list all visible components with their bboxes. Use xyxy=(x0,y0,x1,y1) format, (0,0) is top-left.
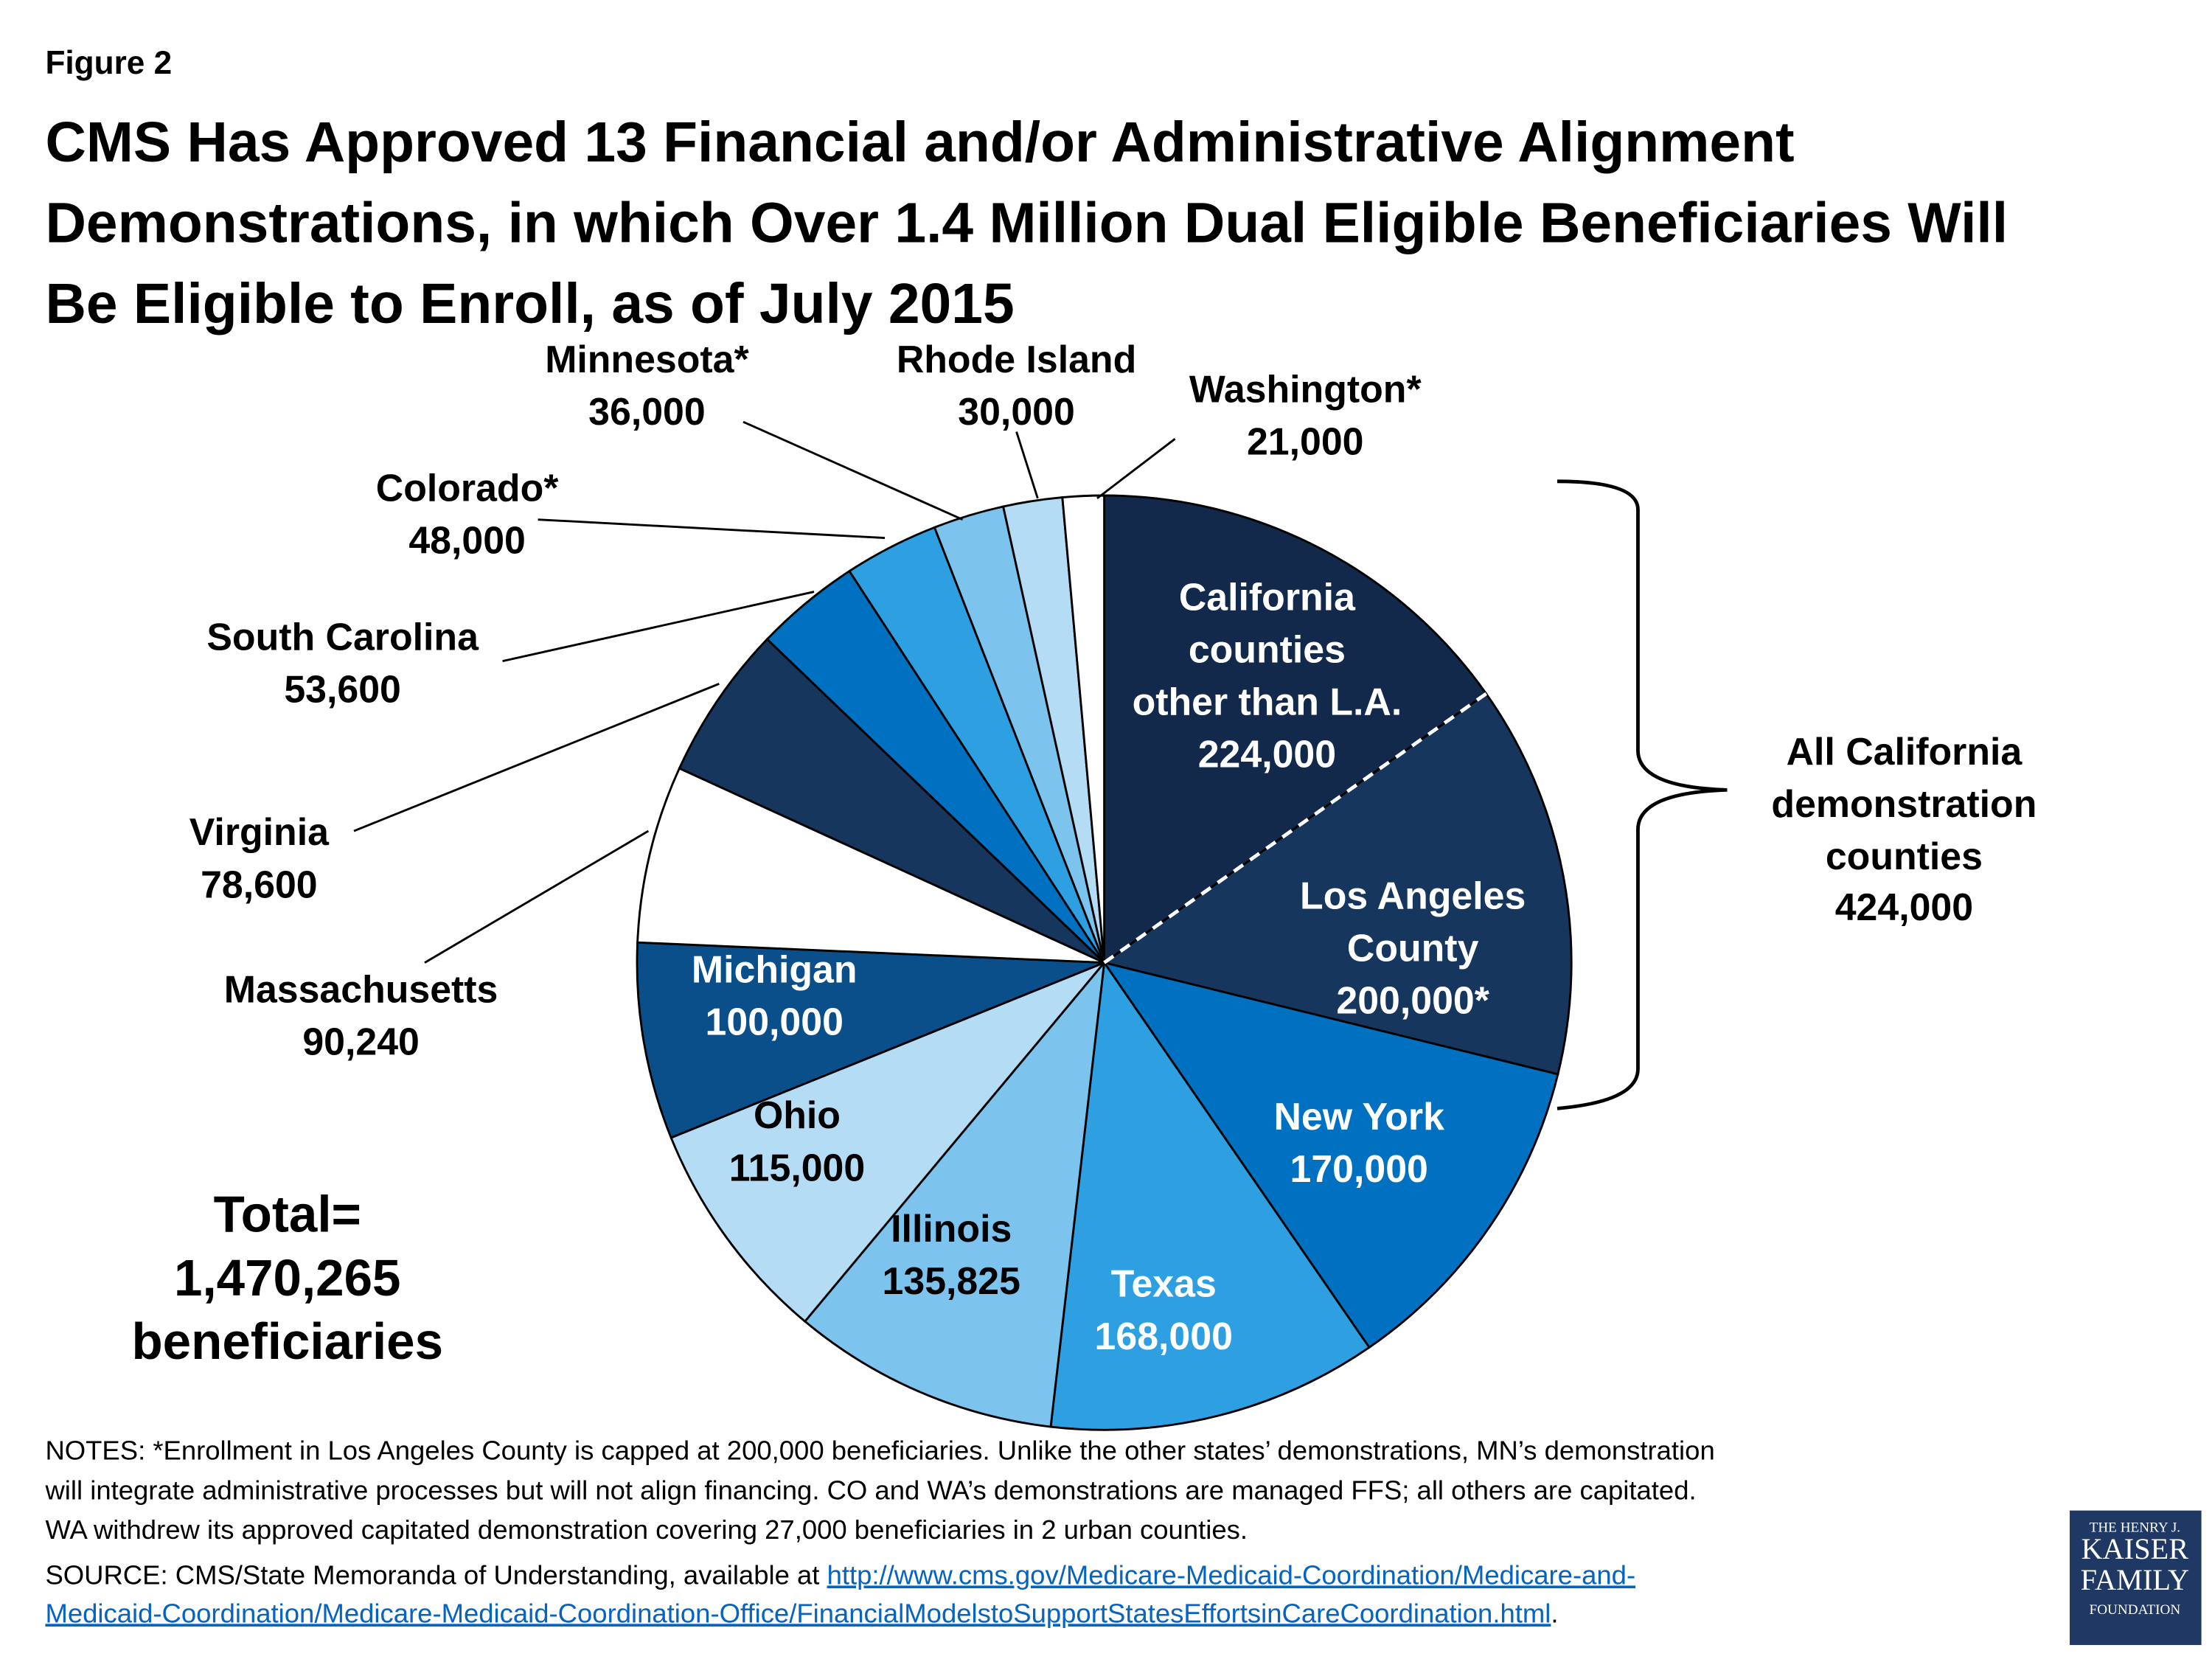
slice-label: Los Angeles County xyxy=(1300,874,1526,970)
leader-line xyxy=(424,830,650,964)
leader-line xyxy=(538,518,886,540)
slice-value-label: 100,000 xyxy=(706,1001,844,1043)
notes: NOTES: *Enrollment in Los Angeles County… xyxy=(44,1436,1714,1545)
slice-label: California counties other than L.A. xyxy=(1133,576,1402,723)
slice-value-label: 224,000 xyxy=(1198,733,1336,776)
group-value: 424,000 xyxy=(1835,886,1973,928)
total-label: Total= 1,470,265 beneficiaries xyxy=(131,1185,443,1370)
logo: THE HENRY J. KAISER FAMILY FOUNDATION xyxy=(2081,1520,2190,1617)
source-end: . xyxy=(1551,1598,1558,1628)
slice-value-label: 168,000 xyxy=(1095,1315,1233,1357)
source-text: SOURCE: CMS/State Memoranda of Understan… xyxy=(45,1559,827,1590)
slice-value-label: 53,600 xyxy=(284,667,401,710)
slice-value-label: 48,000 xyxy=(408,519,526,562)
slice-label: Colorado* xyxy=(376,467,559,509)
pie-slice xyxy=(636,767,1105,964)
leader-line xyxy=(1015,431,1039,499)
source: SOURCE: CMS/State Memoranda of Understan… xyxy=(45,1559,1643,1628)
slice-label: New York xyxy=(1273,1095,1444,1138)
leader-line xyxy=(742,420,964,521)
slice-label: Rhode Island xyxy=(897,338,1136,380)
leader-line xyxy=(1096,438,1176,499)
slice-label: South Carolina xyxy=(206,615,479,658)
group-label: All California demonstration counties xyxy=(1771,730,2037,877)
slice-value-label: 21,000 xyxy=(1247,420,1364,462)
note-line: WA withdrew its approved capitated demon… xyxy=(45,1514,1248,1545)
slice-value-label: 170,000 xyxy=(1290,1147,1428,1190)
source-link[interactable]: http://www.cms.gov/Medicare-Medicaid-Coo… xyxy=(827,1559,1636,1590)
slice-label: Illinois xyxy=(891,1207,1012,1250)
chart-title: CMS Has Approved 13 Financial and/or Adm… xyxy=(45,111,2008,335)
source-link[interactable]: Medicaid-Coordination/Medicare-Medicaid-… xyxy=(45,1598,1551,1628)
slice-label: Washington* xyxy=(1189,367,1422,410)
slice-value-label: 115,000 xyxy=(729,1146,865,1189)
slice-value-label: 78,600 xyxy=(201,863,318,905)
slice-label: Minnesota* xyxy=(545,338,749,380)
slice-label: Massachusetts xyxy=(224,967,498,1010)
pie-slice xyxy=(1102,961,1559,1349)
slice-value-label: 30,000 xyxy=(958,390,1075,433)
pie-slice xyxy=(636,941,1105,1139)
logo-box xyxy=(2070,1510,2202,1646)
pie-slice xyxy=(1102,692,1573,1076)
pie-slice xyxy=(1103,494,1488,965)
note-line: NOTES: *Enrollment in Los Angeles County… xyxy=(45,1436,1714,1466)
slice-value-label: 135,825 xyxy=(883,1259,1020,1302)
slice-label: Virginia xyxy=(189,810,330,853)
pie-slice xyxy=(1061,494,1106,963)
figure-label: Figure 2 xyxy=(45,45,172,81)
group-brace xyxy=(1557,479,1728,1110)
note-line: will integrate administrative processes … xyxy=(44,1475,1696,1505)
slice-value-label: 90,240 xyxy=(302,1020,420,1062)
slice-label: Michigan xyxy=(692,947,858,990)
slice-value-label: 200,000* xyxy=(1336,979,1489,1022)
pie-slice xyxy=(1049,959,1371,1431)
slice-value-label: 36,000 xyxy=(588,390,706,433)
leader-line xyxy=(353,683,720,832)
slice-label: Texas xyxy=(1111,1262,1217,1305)
pie-slice xyxy=(678,637,1105,964)
slice-label: Ohio xyxy=(754,1093,841,1136)
pie-slice xyxy=(803,959,1106,1428)
pie-slice xyxy=(669,961,1105,1324)
leader-line xyxy=(502,591,815,663)
